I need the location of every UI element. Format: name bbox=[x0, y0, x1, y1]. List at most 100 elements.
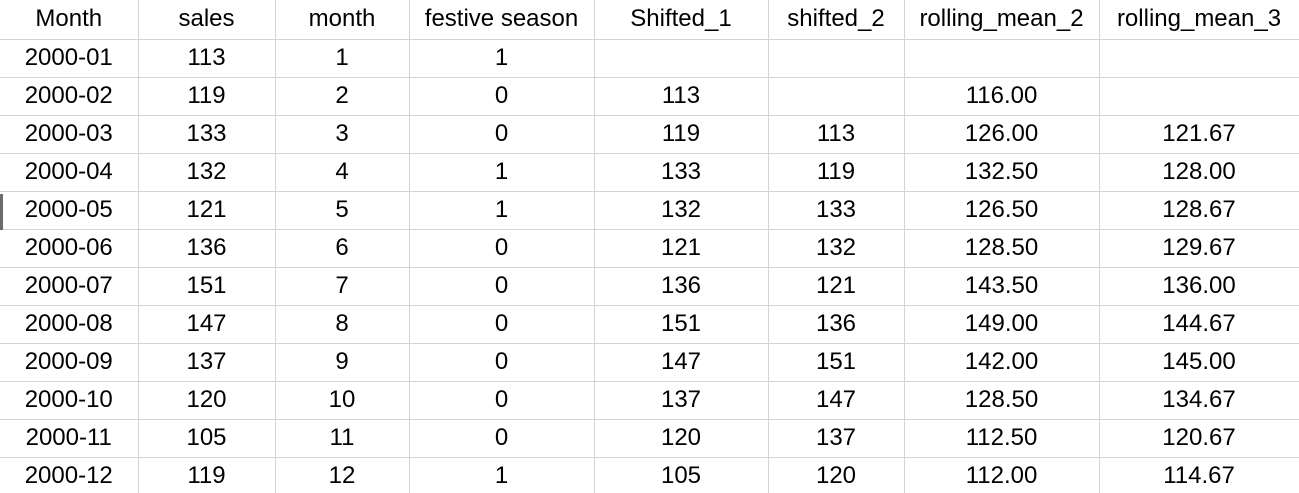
cell-month-number[interactable]: 12 bbox=[275, 457, 410, 493]
header-rolling-mean-3[interactable]: rolling_mean_3 bbox=[1099, 0, 1299, 40]
header-month-number[interactable]: month bbox=[275, 0, 410, 40]
cell-shifted-2[interactable] bbox=[768, 77, 905, 116]
cell-month-number[interactable]: 4 bbox=[275, 153, 410, 192]
cell-rolling-mean-2[interactable]: 132.50 bbox=[904, 153, 1100, 192]
cell-month-number[interactable]: 10 bbox=[275, 381, 410, 420]
cell-sales[interactable]: 120 bbox=[138, 381, 276, 420]
cell-festive-season[interactable]: 1 bbox=[409, 457, 595, 493]
cell-rolling-mean-3[interactable]: 145.00 bbox=[1099, 343, 1299, 382]
cell-rolling-mean-2[interactable]: 126.50 bbox=[904, 191, 1100, 230]
cell-rolling-mean-3[interactable] bbox=[1099, 39, 1299, 78]
cell-festive-season[interactable]: 0 bbox=[409, 381, 595, 420]
cell-rolling-mean-3[interactable]: 121.67 bbox=[1099, 115, 1299, 154]
cell-month[interactable]: 2000-02 bbox=[0, 77, 139, 116]
cell-shifted-2[interactable]: 120 bbox=[768, 457, 905, 493]
cell-shifted-2[interactable]: 121 bbox=[768, 267, 905, 306]
cell-month[interactable]: 2000-04 bbox=[0, 153, 139, 192]
cell-shifted-1[interactable]: 120 bbox=[594, 419, 769, 458]
cell-shifted-1[interactable]: 121 bbox=[594, 229, 769, 268]
cell-shifted-1[interactable]: 113 bbox=[594, 77, 769, 116]
header-month[interactable]: Month bbox=[0, 0, 139, 40]
cell-rolling-mean-2[interactable]: 126.00 bbox=[904, 115, 1100, 154]
cell-sales[interactable]: 137 bbox=[138, 343, 276, 382]
cell-festive-season[interactable]: 0 bbox=[409, 229, 595, 268]
cell-shifted-2[interactable]: 147 bbox=[768, 381, 905, 420]
header-shifted-2[interactable]: shifted_2 bbox=[768, 0, 905, 40]
cell-sales[interactable]: 121 bbox=[138, 191, 276, 230]
cell-rolling-mean-2[interactable]: 149.00 bbox=[904, 305, 1100, 344]
cell-sales[interactable]: 151 bbox=[138, 267, 276, 306]
cell-month[interactable]: 2000-11 bbox=[0, 419, 139, 458]
cell-shifted-1[interactable]: 147 bbox=[594, 343, 769, 382]
cell-festive-season[interactable]: 1 bbox=[409, 191, 595, 230]
cell-month[interactable]: 2000-05 bbox=[0, 191, 139, 230]
cell-rolling-mean-2[interactable]: 128.50 bbox=[904, 229, 1100, 268]
cell-rolling-mean-2[interactable]: 142.00 bbox=[904, 343, 1100, 382]
cell-month-number[interactable]: 9 bbox=[275, 343, 410, 382]
cell-rolling-mean-2[interactable]: 116.00 bbox=[904, 77, 1100, 116]
cell-sales[interactable]: 119 bbox=[138, 457, 276, 493]
cell-rolling-mean-2[interactable]: 112.00 bbox=[904, 457, 1100, 493]
cell-festive-season[interactable]: 0 bbox=[409, 305, 595, 344]
cell-shifted-1[interactable]: 105 bbox=[594, 457, 769, 493]
cell-festive-season[interactable]: 0 bbox=[409, 419, 595, 458]
cell-rolling-mean-3[interactable] bbox=[1099, 77, 1299, 116]
cell-rolling-mean-2[interactable]: 143.50 bbox=[904, 267, 1100, 306]
cell-shifted-1[interactable]: 133 bbox=[594, 153, 769, 192]
cell-rolling-mean-3[interactable]: 128.00 bbox=[1099, 153, 1299, 192]
cell-shifted-2[interactable] bbox=[768, 39, 905, 78]
cell-rolling-mean-3[interactable]: 129.67 bbox=[1099, 229, 1299, 268]
header-shifted-1[interactable]: Shifted_1 bbox=[594, 0, 769, 40]
cell-shifted-2[interactable]: 137 bbox=[768, 419, 905, 458]
cell-festive-season[interactable]: 1 bbox=[409, 39, 595, 78]
cell-month[interactable]: 2000-07 bbox=[0, 267, 139, 306]
cell-rolling-mean-2[interactable] bbox=[904, 39, 1100, 78]
cell-month-number[interactable]: 8 bbox=[275, 305, 410, 344]
cell-shifted-1[interactable]: 151 bbox=[594, 305, 769, 344]
cell-month[interactable]: 2000-09 bbox=[0, 343, 139, 382]
cell-rolling-mean-3[interactable]: 120.67 bbox=[1099, 419, 1299, 458]
cell-sales[interactable]: 132 bbox=[138, 153, 276, 192]
cell-shifted-2[interactable]: 151 bbox=[768, 343, 905, 382]
header-rolling-mean-2[interactable]: rolling_mean_2 bbox=[904, 0, 1100, 40]
cell-festive-season[interactable]: 1 bbox=[409, 153, 595, 192]
cell-sales[interactable]: 147 bbox=[138, 305, 276, 344]
cell-month[interactable]: 2000-01 bbox=[0, 39, 139, 78]
cell-month-number[interactable]: 1 bbox=[275, 39, 410, 78]
cell-shifted-1[interactable]: 132 bbox=[594, 191, 769, 230]
cell-sales[interactable]: 105 bbox=[138, 419, 276, 458]
cell-festive-season[interactable]: 0 bbox=[409, 115, 595, 154]
cell-month-number[interactable]: 5 bbox=[275, 191, 410, 230]
cell-shifted-1[interactable]: 136 bbox=[594, 267, 769, 306]
cell-month-number[interactable]: 7 bbox=[275, 267, 410, 306]
cell-month[interactable]: 2000-12 bbox=[0, 457, 139, 493]
cell-rolling-mean-2[interactable]: 128.50 bbox=[904, 381, 1100, 420]
cell-festive-season[interactable]: 0 bbox=[409, 343, 595, 382]
cell-shifted-2[interactable]: 133 bbox=[768, 191, 905, 230]
cell-month-number[interactable]: 6 bbox=[275, 229, 410, 268]
header-sales[interactable]: sales bbox=[138, 0, 276, 40]
cell-sales[interactable]: 133 bbox=[138, 115, 276, 154]
cell-shifted-2[interactable]: 113 bbox=[768, 115, 905, 154]
cell-sales[interactable]: 119 bbox=[138, 77, 276, 116]
cell-rolling-mean-3[interactable]: 136.00 bbox=[1099, 267, 1299, 306]
cell-month-number[interactable]: 11 bbox=[275, 419, 410, 458]
cell-sales[interactable]: 136 bbox=[138, 229, 276, 268]
cell-month[interactable]: 2000-10 bbox=[0, 381, 139, 420]
cell-shifted-2[interactable]: 119 bbox=[768, 153, 905, 192]
cell-month[interactable]: 2000-06 bbox=[0, 229, 139, 268]
cell-month-number[interactable]: 2 bbox=[275, 77, 410, 116]
cell-festive-season[interactable]: 0 bbox=[409, 267, 595, 306]
cell-rolling-mean-2[interactable]: 112.50 bbox=[904, 419, 1100, 458]
cell-rolling-mean-3[interactable]: 114.67 bbox=[1099, 457, 1299, 493]
cell-rolling-mean-3[interactable]: 128.67 bbox=[1099, 191, 1299, 230]
cell-shifted-2[interactable]: 132 bbox=[768, 229, 905, 268]
cell-shifted-2[interactable]: 136 bbox=[768, 305, 905, 344]
cell-month[interactable]: 2000-03 bbox=[0, 115, 139, 154]
cell-festive-season[interactable]: 0 bbox=[409, 77, 595, 116]
cell-rolling-mean-3[interactable]: 144.67 bbox=[1099, 305, 1299, 344]
cell-month-number[interactable]: 3 bbox=[275, 115, 410, 154]
cell-shifted-1[interactable]: 119 bbox=[594, 115, 769, 154]
cell-sales[interactable]: 113 bbox=[138, 39, 276, 78]
header-festive-season[interactable]: festive season bbox=[409, 0, 595, 40]
